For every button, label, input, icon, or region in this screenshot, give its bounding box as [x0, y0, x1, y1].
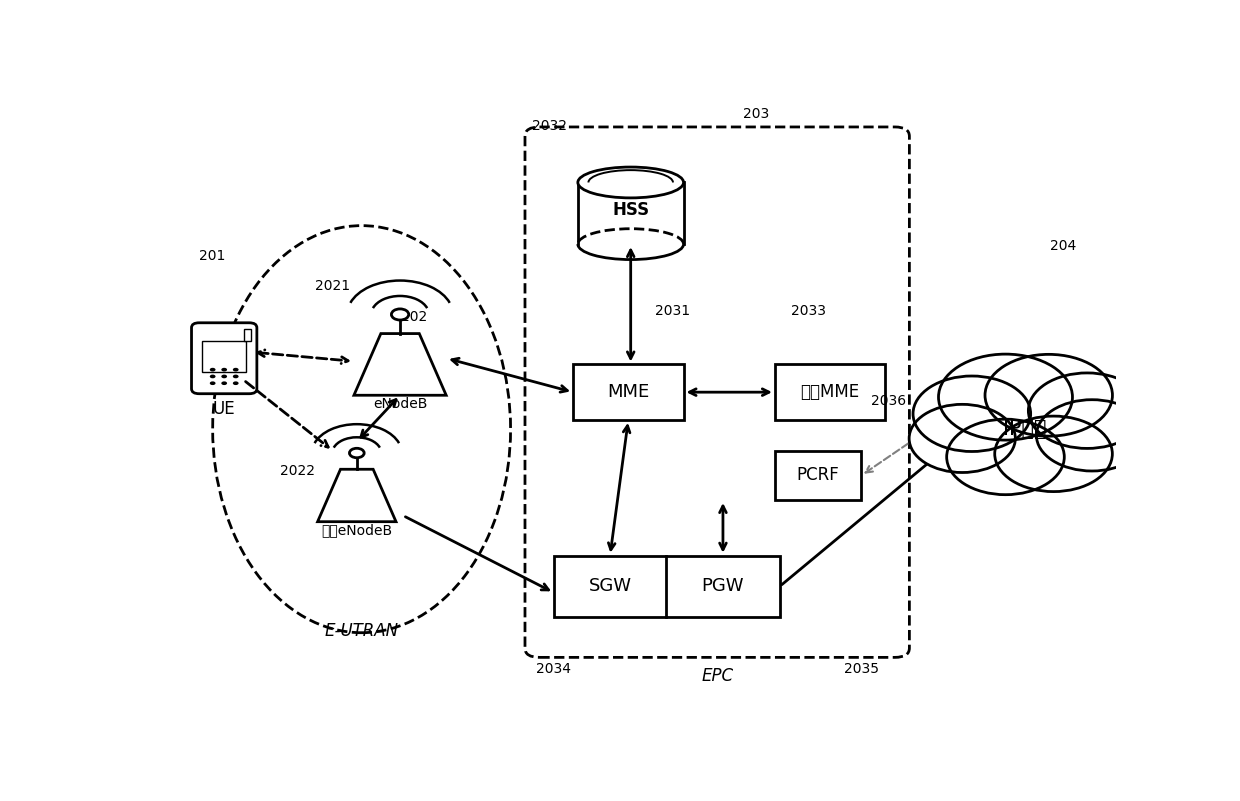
Text: 2021: 2021 — [315, 280, 351, 293]
Circle shape — [994, 416, 1112, 492]
Circle shape — [985, 354, 1112, 437]
Text: IP业务: IP业务 — [1003, 419, 1047, 439]
Circle shape — [909, 405, 1016, 473]
Text: SGW: SGW — [589, 578, 631, 595]
Text: 2034: 2034 — [537, 662, 572, 676]
Bar — [573, 364, 683, 420]
Text: EPC: EPC — [701, 666, 733, 685]
Circle shape — [233, 381, 238, 385]
Circle shape — [913, 376, 1030, 452]
Bar — [775, 364, 885, 420]
Circle shape — [221, 381, 227, 385]
Circle shape — [233, 368, 238, 372]
Bar — [775, 451, 862, 500]
Text: 201: 201 — [200, 248, 226, 263]
Circle shape — [233, 375, 238, 378]
Text: 2022: 2022 — [280, 465, 315, 478]
Text: UE: UE — [213, 400, 236, 418]
Circle shape — [210, 381, 216, 385]
Text: 2036: 2036 — [870, 393, 906, 408]
Polygon shape — [317, 469, 396, 521]
Polygon shape — [353, 333, 446, 395]
Circle shape — [350, 449, 365, 457]
Circle shape — [939, 354, 1073, 440]
Text: 2032: 2032 — [532, 119, 567, 133]
Bar — [202, 341, 246, 372]
Text: 2035: 2035 — [844, 662, 879, 676]
Bar — [554, 556, 780, 618]
Circle shape — [210, 375, 216, 378]
Ellipse shape — [578, 167, 683, 198]
Text: 2031: 2031 — [655, 304, 689, 318]
Circle shape — [946, 419, 1064, 495]
Text: 202: 202 — [402, 310, 428, 324]
Circle shape — [392, 309, 409, 320]
Circle shape — [221, 368, 227, 372]
Circle shape — [210, 368, 216, 372]
Text: PGW: PGW — [702, 578, 744, 595]
Bar — [244, 329, 250, 341]
Text: 2033: 2033 — [791, 304, 826, 318]
FancyBboxPatch shape — [191, 323, 257, 394]
Text: 其它MME: 其它MME — [801, 383, 859, 401]
Text: 其它eNodeB: 其它eNodeB — [321, 523, 392, 537]
Text: E-UTRAN: E-UTRAN — [325, 622, 398, 640]
Circle shape — [221, 375, 227, 378]
Text: PCRF: PCRF — [797, 466, 839, 485]
Text: eNodeB: eNodeB — [373, 396, 428, 411]
Text: MME: MME — [608, 383, 650, 401]
Text: HSS: HSS — [613, 201, 650, 219]
Circle shape — [1028, 373, 1146, 449]
Text: 204: 204 — [1050, 239, 1076, 253]
Circle shape — [1037, 400, 1147, 471]
Text: 203: 203 — [743, 107, 769, 121]
